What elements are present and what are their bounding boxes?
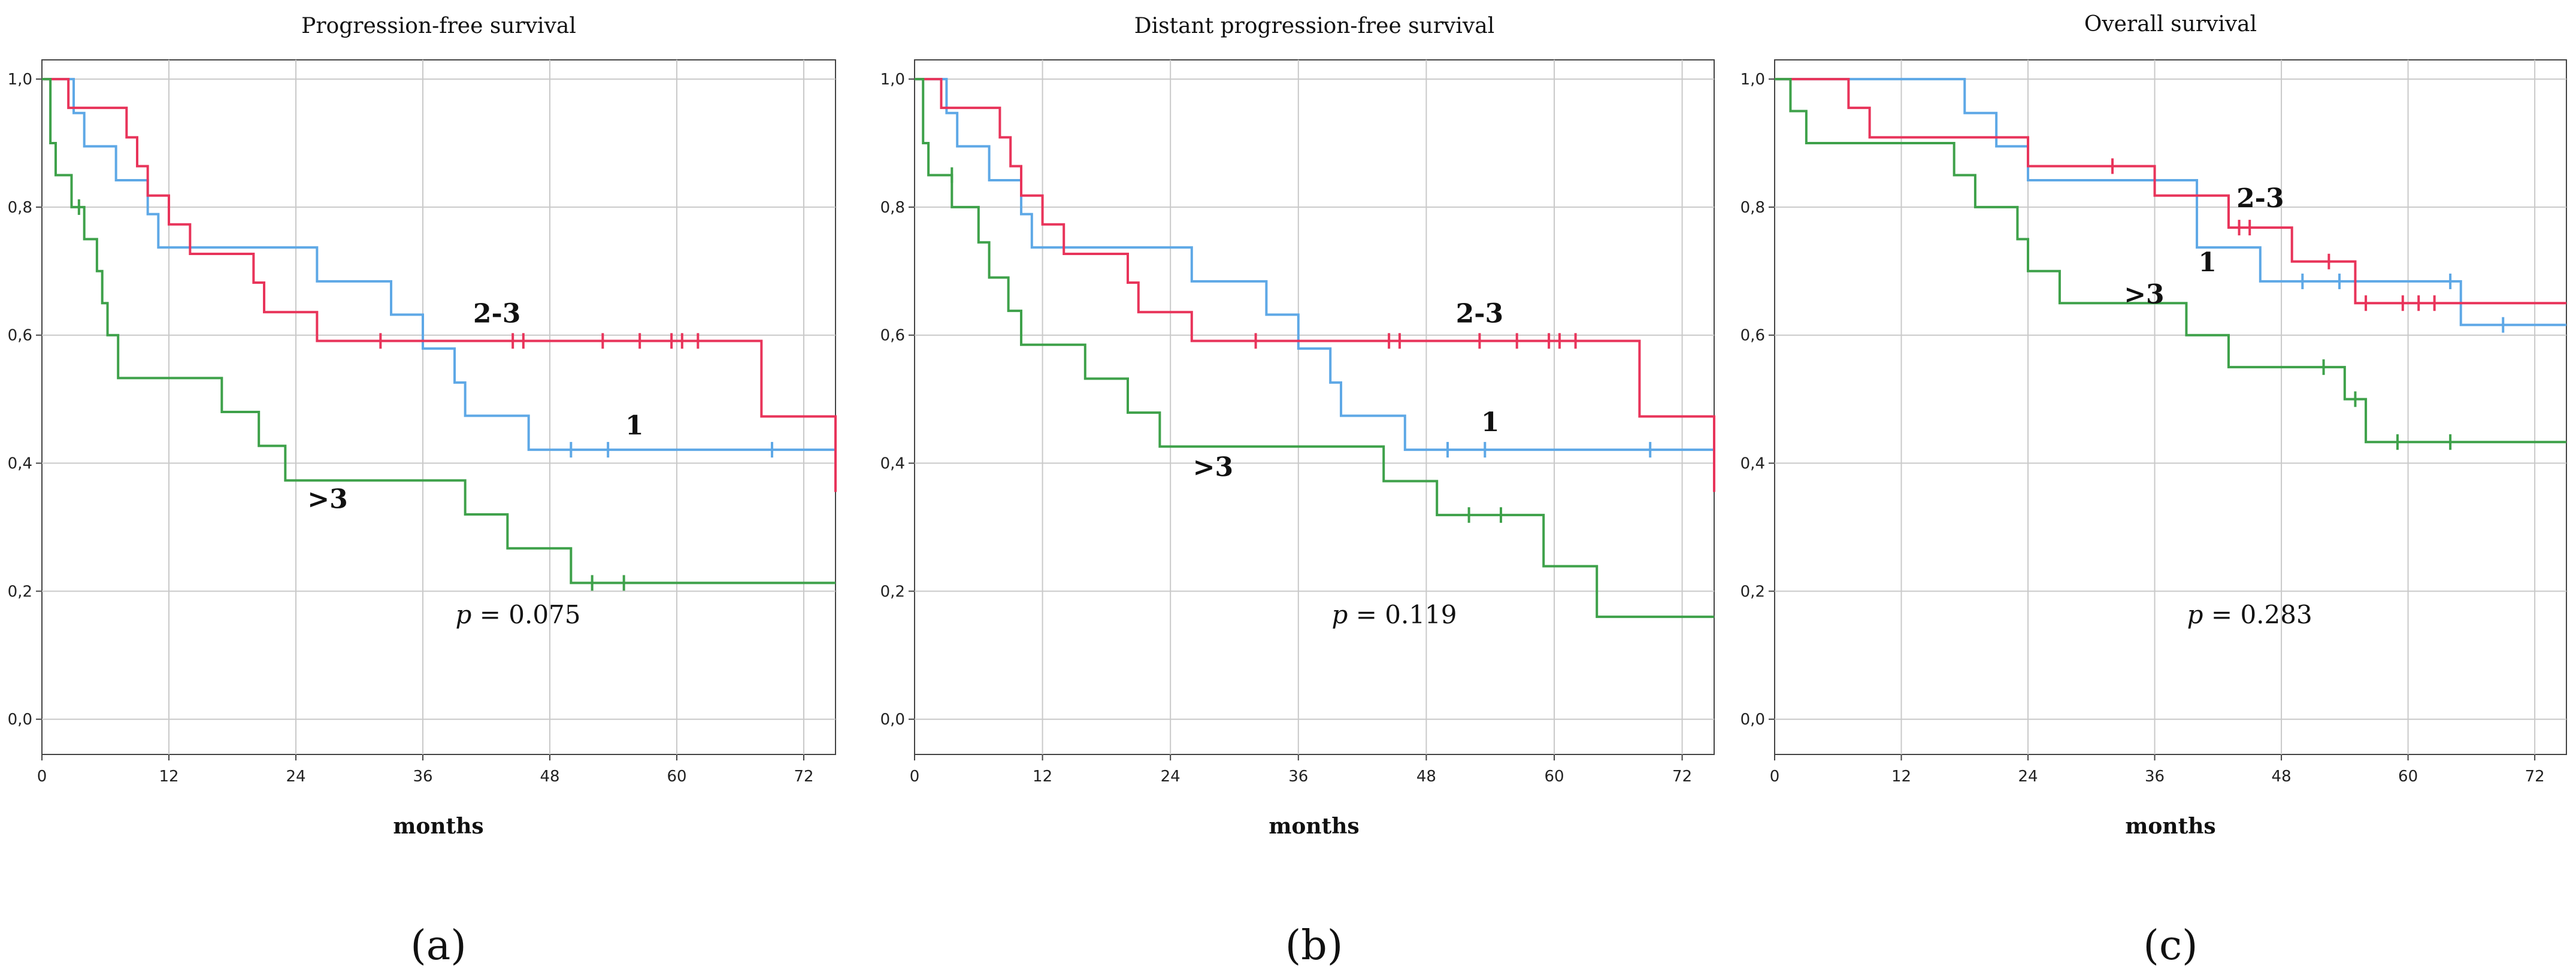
y-tick-label: 0,6 [880,327,905,345]
x-tick-label: 36 [2145,768,2165,786]
series-line-1 [915,78,1714,451]
x-tick-label: 60 [667,768,686,786]
group-label: 1 [2198,247,2217,278]
y-tick-label: 0,2 [1740,583,1765,601]
x-tick-label: 12 [1891,768,1911,786]
x-tick-label: 72 [2525,768,2545,786]
x-tick-label: 12 [1033,768,1052,786]
y-tick-label: 0,2 [880,583,905,601]
series-line-1 [42,78,836,451]
x-tick-label: 0 [1770,768,1780,786]
y-tick-label: 1,0 [8,71,32,89]
p-value: p = 0.075 [455,600,580,629]
x-tick-label: 48 [540,768,559,786]
y-tick-label: 0,2 [8,583,32,601]
x-tick-label: 0 [37,768,47,786]
plot-frame [41,59,836,755]
x-tick-label: 60 [1544,768,1564,786]
series-line-1 [1775,78,2566,326]
x-tick-label: 24 [2018,768,2038,786]
series-line-2-3 [915,78,1715,492]
y-tick-label: 0,0 [880,711,905,729]
chart-panel-3: 0 12 24 36 48 60 72 0,0 0,2 0,4 0,6 0,8 1,0 Overall s… [1740,12,2567,969]
x-tick-label: 36 [1288,768,1308,786]
chart-panel-2: 0 12 24 36 48 60 72 0,0 0,2 0,4 0,6 0,8 1,0 Distant p… [880,14,1715,969]
panel-label: (a) [410,922,467,969]
p-number: = 0.283 [2203,600,2312,629]
series-line-gt3 [42,78,836,584]
chart-title: Progression-free survival [301,14,576,38]
y-tick-label: 0,6 [1740,327,1765,345]
panel-label: (b) [1285,922,1343,969]
p-symbol: p [455,600,471,629]
x-tick-label: 24 [1161,768,1180,786]
x-tick-label: 72 [794,768,813,786]
series-line-gt3 [1775,78,2566,444]
x-tick-label: 60 [2398,768,2418,786]
x-tick-label: 36 [413,768,432,786]
p-number: = 0.075 [471,600,580,629]
y-tick-label: 0,0 [1740,711,1765,729]
group-label: >3 [2124,279,2164,310]
y-tick-label: 0,4 [1740,455,1765,473]
p-value: p = 0.283 [2187,600,2312,629]
x-tick-label: 48 [1416,768,1436,786]
group-label: 2-3 [2236,183,2284,214]
plot-frame [914,59,1715,755]
y-tick-label: 1,0 [1740,71,1765,89]
series-line-gt3 [915,78,1714,619]
p-symbol: p [1331,600,1348,629]
chart-title: Distant progression-free survival [1134,14,1494,38]
x-tick-label: 12 [159,768,178,786]
y-tick-label: 0,0 [8,711,32,729]
x-axis-label: months [393,814,483,839]
series-line-2-3 [42,78,837,492]
y-tick-label: 0,4 [8,455,32,473]
y-tick-label: 1,0 [880,71,905,89]
group-label: 1 [1481,407,1500,438]
x-tick-label: 24 [286,768,305,786]
p-value: p = 0.119 [1331,600,1457,629]
y-tick-label: 0,4 [880,455,905,473]
chart-panel-1: 0 12 24 36 48 60 72 0,0 0,2 0,4 0,6 0,8 1,0 Progressi… [8,14,837,969]
x-tick-label: 72 [1672,768,1692,786]
x-axis-label: months [2125,814,2215,839]
group-label: >3 [307,484,347,514]
group-label: 2-3 [473,298,521,329]
y-tick-label: 0,8 [1740,199,1765,217]
group-label: 1 [625,410,644,441]
chart-title: Overall survival [2084,12,2257,37]
x-tick-label: 0 [910,768,920,786]
y-tick-label: 0,8 [880,199,905,217]
x-tick-label: 48 [2272,768,2292,786]
y-tick-label: 0,6 [8,327,32,345]
plot-frame [1774,59,2567,755]
x-axis-label: months [1269,814,1359,839]
panel-label: (c) [2143,922,2197,969]
group-label: 2-3 [1456,298,1504,329]
series-line-2-3 [1775,78,2566,305]
y-tick-label: 0,8 [8,199,32,217]
p-symbol: p [2187,600,2203,629]
p-number: = 0.119 [1348,600,1457,629]
group-label: >3 [1193,452,1233,483]
